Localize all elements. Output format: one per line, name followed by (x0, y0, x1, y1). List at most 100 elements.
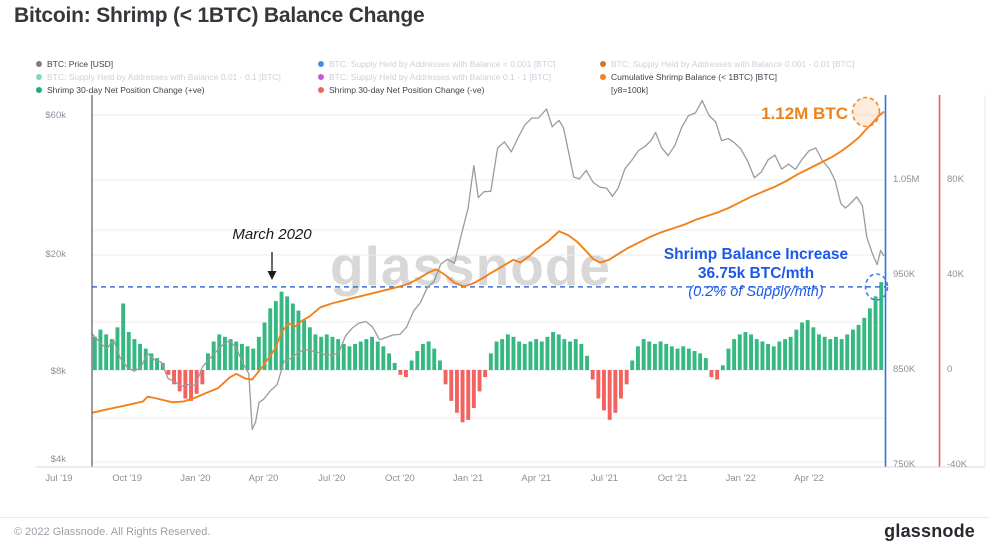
net-position-bar (477, 370, 482, 392)
annotation-increase-title: Shrimp Balance Increase (663, 246, 849, 263)
x-axis-tick: Oct '20 (384, 473, 415, 484)
net-position-bar (370, 336, 374, 371)
legend-label: Shrimp 30-day Net Position Change (-ve) (329, 84, 485, 95)
legend-item[interactable]: BTC: Supply Held by Addresses with Balan… (36, 70, 318, 83)
legend-column: BTC: Supply Held by Addresses with Balan… (600, 57, 882, 96)
net-position-bar (613, 370, 618, 413)
net-position-bar (828, 339, 833, 370)
net-position-bar (545, 336, 550, 371)
net-position-bar (483, 370, 488, 378)
net-position-bar (788, 336, 793, 371)
net-position-bar (392, 362, 397, 370)
net-position-bar (720, 365, 725, 371)
net-position-bar (754, 339, 759, 370)
highlight-circle-last-bar (864, 273, 889, 301)
net-position-bar (783, 339, 787, 370)
net-position-bar (834, 336, 838, 371)
legend-dot-icon (36, 86, 42, 93)
net-position-bar (245, 346, 250, 371)
net-position-bar (579, 343, 584, 370)
net-position-bar (873, 296, 878, 370)
legend-item[interactable]: BTC: Supply Held by Addresses with Balan… (318, 70, 600, 83)
legend-item[interactable]: BTC: Supply Held by Addresses with Balan… (600, 57, 882, 70)
net-position-bar (607, 370, 612, 420)
net-position-bar (104, 334, 109, 370)
net-position-bar (817, 334, 821, 370)
net-position-bar (256, 336, 261, 371)
legend-label: BTC: Supply Held by Addresses with Balan… (329, 71, 552, 82)
net-position-bar (92, 336, 97, 371)
legend-dot-icon (36, 60, 42, 67)
balance-axis-tick: 950K (893, 269, 916, 280)
net-position-bar (268, 308, 273, 371)
legend-dot-icon (600, 60, 606, 67)
net-position-bar (460, 370, 465, 423)
page-title: Bitcoin: Shrimp (< 1BTC) Balance Change (14, 4, 425, 27)
legend-dot-icon (318, 60, 324, 67)
footer-copyright: © 2022 Glassnode. All Rights Reserved. (14, 526, 211, 538)
net-position-bar (126, 332, 131, 370)
net-position-bar (387, 353, 391, 370)
chart-plot[interactable] (0, 0, 989, 517)
legend-item[interactable]: BTC: Price [USD] (36, 57, 318, 70)
net-position-bar (466, 370, 471, 420)
net-position-bar (698, 353, 703, 370)
net-axis-tick: -40K (947, 459, 968, 470)
x-axis-tick: Oct '19 (112, 473, 143, 484)
net-position-bar (421, 343, 425, 370)
net-position-bar (517, 341, 522, 370)
net-position-bar (109, 339, 114, 370)
net-position-bar (217, 334, 222, 370)
net-position-bar (494, 341, 499, 370)
net-position-bar (856, 324, 861, 370)
net-axis-tick: 40K (947, 269, 964, 280)
net-position-bar (771, 346, 776, 371)
legend-item[interactable]: Cumulative Shrimp Balance (< 1BTC) [BTC] (600, 70, 882, 83)
net-position-bar (341, 343, 346, 370)
net-position-bar (206, 353, 210, 370)
net-position-bar (449, 370, 454, 401)
net-position-bar (624, 370, 629, 385)
net-position-bar (879, 282, 884, 370)
net-position-bar (398, 370, 403, 375)
net-position-bar (285, 296, 290, 370)
net-position-bar (155, 358, 159, 370)
x-axis-tick: Jan '20 (180, 473, 211, 484)
net-position-bar (353, 343, 357, 370)
legend-dot-icon (318, 86, 324, 93)
net-position-bar (862, 317, 867, 371)
highlight-circle-balance-end (851, 96, 881, 128)
glassnode-logo: glassnode (884, 521, 975, 541)
cumulative-shrimp-balance-line (91, 110, 885, 414)
legend-column: BTC: Supply Held by Addresses with Balan… (318, 57, 600, 96)
net-position-bar (556, 334, 561, 370)
net-position-bar (183, 370, 188, 399)
net-position-bar (426, 341, 431, 370)
legend-item[interactable]: [y8=100k] (600, 83, 882, 96)
legend-item[interactable]: Shrimp 30-day Net Position Change (-ve) (318, 83, 600, 96)
price-axis-tick: $4k (50, 454, 66, 466)
net-position-bar (143, 348, 148, 370)
net-position-bar (715, 370, 720, 380)
legend-dot-icon (318, 73, 324, 80)
net-position-bar (415, 351, 420, 370)
balance-axis-tick: 750K (893, 459, 916, 470)
net-position-bar (794, 329, 799, 370)
legend-item[interactable]: Shrimp 30-day Net Position Change (+ve) (36, 83, 318, 96)
net-position-bar (358, 341, 363, 370)
net-position-bar (596, 370, 601, 399)
x-axis-tick: Apr '20 (248, 473, 279, 484)
net-position-bar (602, 370, 606, 411)
legend-item[interactable]: BTC: Supply Held by Addresses with Balan… (318, 57, 600, 70)
net-position-bar (647, 341, 652, 370)
net-position-bar (726, 348, 731, 370)
net-position-bar (98, 329, 103, 370)
legend-column: BTC: Price [USD] BTC: Supply Held by Addr… (36, 57, 318, 96)
net-position-bar (240, 343, 244, 370)
net-position-bar (641, 339, 646, 370)
net-position-bar (290, 303, 295, 370)
march-2020-arrowhead (267, 271, 277, 280)
net-position-bar (149, 353, 154, 370)
net-position-bar (686, 348, 691, 370)
